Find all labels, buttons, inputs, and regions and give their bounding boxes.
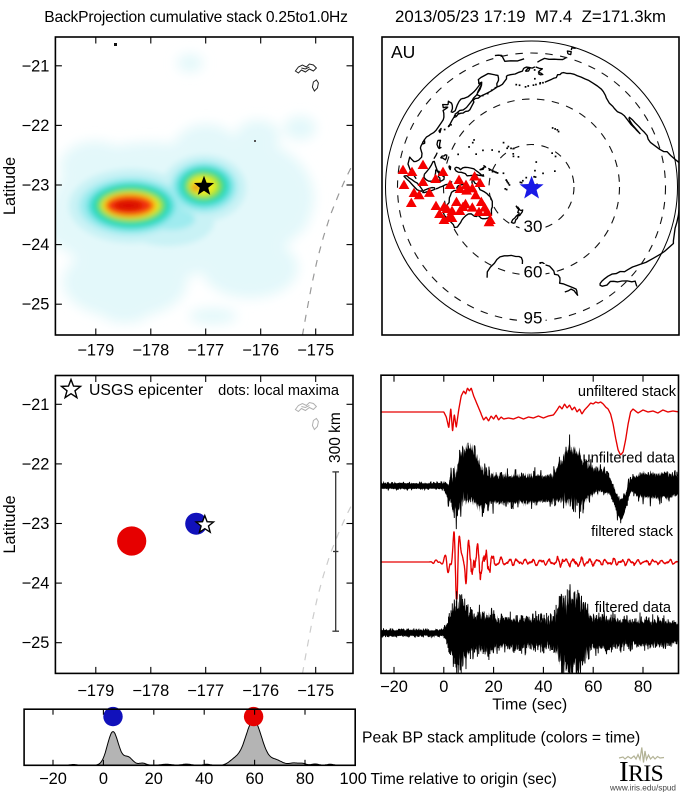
- svg-text:−178: −178: [132, 342, 169, 360]
- svg-text:unfiltered data: unfiltered data: [583, 451, 676, 467]
- svg-text:Latitude: Latitude: [1, 495, 19, 553]
- svg-text:filtered stack: filtered stack: [591, 524, 674, 540]
- svg-text:80: 80: [296, 770, 314, 788]
- svg-text:60: 60: [584, 678, 602, 696]
- svg-text:www.iris.edu/spud: www.iris.edu/spud: [609, 784, 676, 793]
- svg-text:20: 20: [145, 770, 163, 788]
- svg-text:−175: −175: [297, 682, 334, 700]
- svg-text:filtered data: filtered data: [595, 600, 672, 616]
- svg-text:IRIS: IRIS: [619, 756, 663, 788]
- svg-text:−24: −24: [22, 236, 50, 254]
- svg-text:−175: −175: [297, 342, 334, 360]
- svg-text:−179: −179: [77, 682, 114, 700]
- svg-text:−21: −21: [22, 57, 50, 75]
- svg-text:−177: −177: [187, 342, 224, 360]
- svg-text:−23: −23: [22, 515, 50, 533]
- svg-text:−178: −178: [132, 682, 169, 700]
- svg-text:AU: AU: [391, 42, 415, 62]
- svg-text:−24: −24: [22, 575, 50, 593]
- svg-text:−22: −22: [22, 455, 50, 473]
- svg-text:−179: −179: [77, 342, 114, 360]
- svg-text:30: 30: [524, 217, 543, 236]
- svg-text:20: 20: [484, 678, 502, 696]
- svg-text:dots: local maxima: dots: local maxima: [218, 383, 340, 399]
- svg-text:−22: −22: [22, 117, 50, 135]
- svg-text:60: 60: [524, 263, 543, 282]
- svg-text:USGS epicenter: USGS epicenter: [89, 382, 203, 399]
- svg-text:100: 100: [340, 770, 367, 788]
- svg-text:0: 0: [439, 678, 448, 696]
- svg-text:2013/05/23 17:19 M7.4 Z=171.: 2013/05/23 17:19 M7.4 Z=171.3km: [395, 7, 666, 26]
- svg-text:300 km: 300 km: [327, 412, 344, 463]
- svg-text:60: 60: [245, 770, 263, 788]
- svg-text:−23: −23: [22, 177, 50, 195]
- svg-text:Time relative to origin (sec): Time relative to origin (sec): [371, 771, 557, 788]
- svg-text:80: 80: [634, 678, 652, 696]
- svg-text:40: 40: [534, 678, 552, 696]
- svg-text:−177: −177: [187, 682, 224, 700]
- svg-text:Latitude: Latitude: [1, 157, 19, 215]
- svg-text:−25: −25: [22, 634, 50, 652]
- svg-text:−25: −25: [22, 296, 50, 314]
- svg-text:40: 40: [195, 770, 213, 788]
- svg-text:Peak BP stack amplitude (color: Peak BP stack amplitude (colors = time): [362, 730, 640, 747]
- svg-text:−20: −20: [380, 678, 408, 696]
- svg-text:BackProjection cumulative stac: BackProjection cumulative stack 0.25to1.…: [44, 9, 348, 26]
- svg-text:Time (sec): Time (sec): [492, 697, 567, 714]
- svg-text:−21: −21: [22, 396, 50, 414]
- svg-text:−176: −176: [242, 342, 279, 360]
- svg-text:0: 0: [99, 770, 108, 788]
- svg-text:−176: −176: [242, 682, 279, 700]
- svg-text:95: 95: [524, 309, 543, 328]
- svg-text:unfiltered stack: unfiltered stack: [578, 384, 677, 400]
- svg-text:−20: −20: [39, 770, 67, 788]
